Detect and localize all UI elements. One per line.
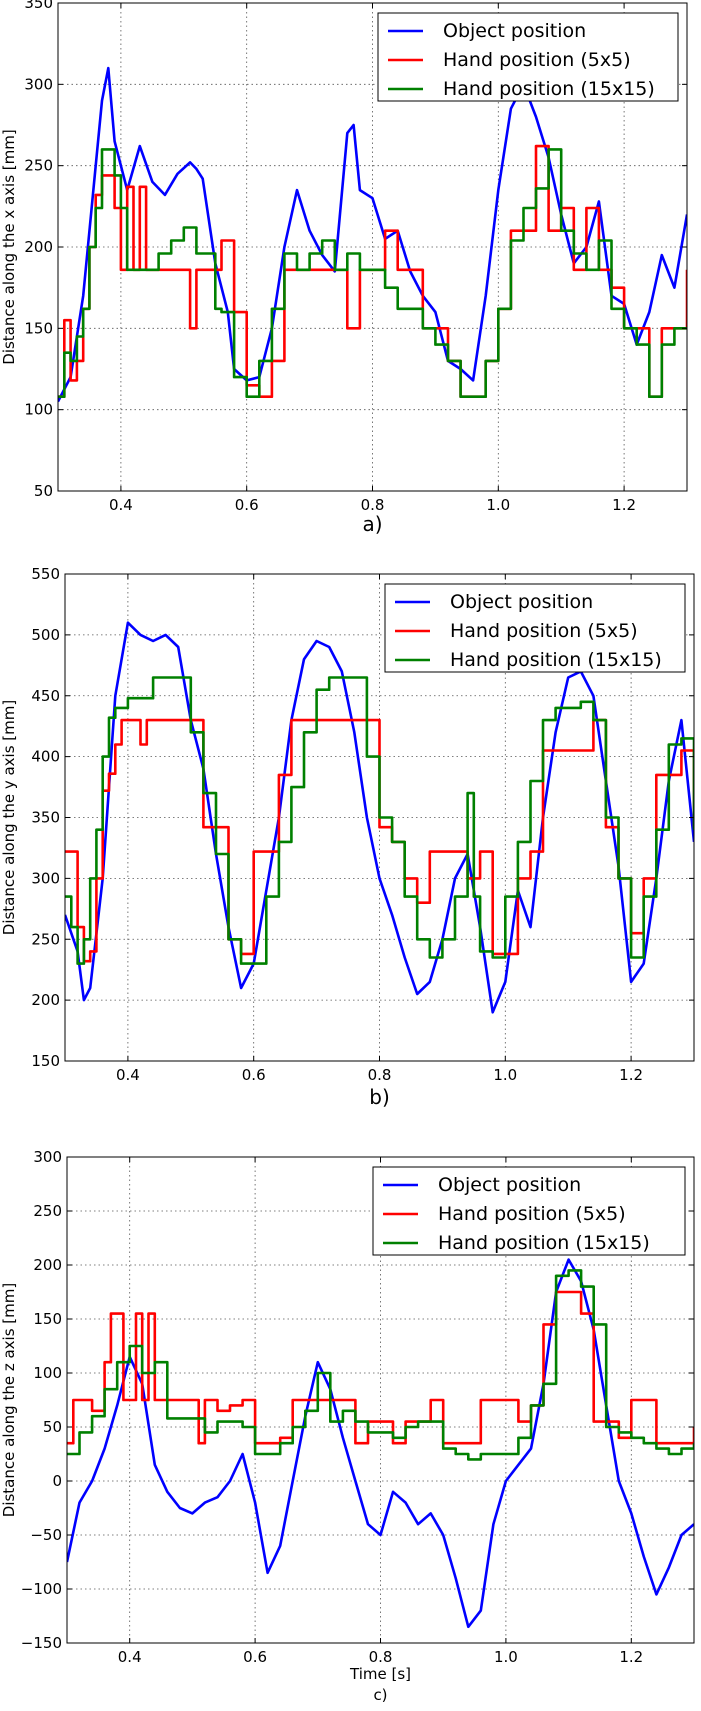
- x-tick-label: 1.2: [619, 1648, 643, 1666]
- y-tick-label: −150: [21, 1634, 62, 1652]
- legend: Object position Hand position (5x5) Hand p…: [377, 12, 679, 102]
- legend-label-hand5: Hand position (5x5): [443, 49, 631, 71]
- legend: Object position Hand position (5x5) Hand p…: [384, 583, 686, 673]
- x-tick-label: 1.2: [619, 1066, 643, 1084]
- y-tick-label: −50: [30, 1526, 62, 1544]
- legend-label-hand5: Hand position (5x5): [438, 1203, 626, 1225]
- series-line-object: [65, 621, 694, 1014]
- x-tick-label: 0.6: [243, 1648, 267, 1666]
- y-tick-label: 150: [31, 1052, 60, 1070]
- legend: Object position Hand position (5x5) Hand p…: [372, 1166, 686, 1256]
- chart-panel-3: 0.4 0.6 0.8 1.0 1.2 −150 −100 −50 0 50 100 150 200 25…: [0, 1148, 695, 1704]
- x-tick-label: 0.4: [118, 1648, 142, 1666]
- panel-caption: a): [362, 512, 382, 536]
- x-tick-label: 0.4: [109, 496, 133, 514]
- series-line-hand15: [65, 676, 694, 965]
- y-tick-label: 50: [43, 1418, 62, 1436]
- y-tick-label: 150: [33, 1310, 62, 1328]
- legend-label-hand15: Hand position (15x15): [443, 78, 655, 100]
- x-tick-label: 0.6: [242, 1066, 266, 1084]
- legend-label-object: Object position: [450, 591, 593, 613]
- x-tick-label: 1.0: [494, 1648, 518, 1666]
- y-tick-label: 150: [24, 319, 53, 337]
- y-tick-label: 350: [31, 809, 60, 827]
- series-line-object: [58, 66, 687, 403]
- x-tick-label: 1.0: [493, 1066, 517, 1084]
- panel-caption: b): [369, 1085, 390, 1109]
- y-tick-label: 100: [33, 1364, 62, 1382]
- x-tick-label: 0.8: [368, 1066, 392, 1084]
- y-tick-label: 200: [24, 238, 53, 256]
- y-tick-label: 300: [31, 869, 60, 887]
- legend-label-object: Object position: [438, 1174, 581, 1196]
- series-line-hand5: [67, 1290, 694, 1445]
- x-tick-label: 1.0: [486, 496, 510, 514]
- panel-caption: c): [373, 1686, 387, 1704]
- y-tick-label: 400: [31, 748, 60, 766]
- series-line-hand15: [67, 1269, 694, 1461]
- legend-label-object: Object position: [443, 20, 586, 42]
- y-tick-label: 200: [33, 1256, 62, 1274]
- y-tick-label: 100: [24, 401, 53, 419]
- x-tick-label: 0.4: [116, 1066, 140, 1084]
- y-tick-label: 500: [31, 626, 60, 644]
- y-tick-label: 250: [31, 930, 60, 948]
- y-tick-label: 550: [31, 565, 60, 583]
- y-tick-label: −100: [21, 1580, 62, 1598]
- x-tick-label: 1.2: [612, 496, 636, 514]
- series-line-hand15: [58, 148, 687, 398]
- y-tick-label: 250: [33, 1202, 62, 1220]
- legend-box: [372, 1166, 686, 1256]
- y-tick-label: 350: [24, 0, 53, 12]
- legend-box: [384, 583, 686, 673]
- x-axis-label: Time [s]: [349, 1665, 411, 1683]
- y-tick-label: 300: [24, 75, 53, 93]
- legend-label-hand5: Hand position (5x5): [450, 620, 638, 642]
- y-tick-label: 450: [31, 687, 60, 705]
- legend-label-hand15: Hand position (15x15): [450, 649, 662, 671]
- x-tick-label: 0.8: [361, 496, 385, 514]
- x-tick-label: 0.6: [235, 496, 259, 514]
- y-axis-label: Distance along the z axis [mm]: [0, 1283, 18, 1517]
- chart-panel-1: 0.4 0.6 0.8 1.0 1.2 50 100 150 200 250 300 350 Dista…: [0, 0, 688, 536]
- y-axis-label: Distance along the y axis [mm]: [0, 700, 18, 935]
- y-axis-label: Distance along the x axis [mm]: [0, 129, 18, 364]
- y-tick-label: 0: [52, 1472, 62, 1490]
- chart-panel-2: 0.4 0.6 0.8 1.0 1.2 150 200 250 300 350 400 450 500 5…: [0, 565, 695, 1109]
- y-tick-label: 200: [31, 991, 60, 1009]
- series-line-hand5: [65, 718, 694, 963]
- y-tick-label: 250: [24, 157, 53, 175]
- y-tick-label: 50: [34, 482, 53, 500]
- legend-box: [377, 12, 679, 102]
- y-tick-label: 300: [33, 1148, 62, 1166]
- x-tick-label: 0.8: [369, 1648, 393, 1666]
- legend-label-hand15: Hand position (15x15): [438, 1232, 650, 1254]
